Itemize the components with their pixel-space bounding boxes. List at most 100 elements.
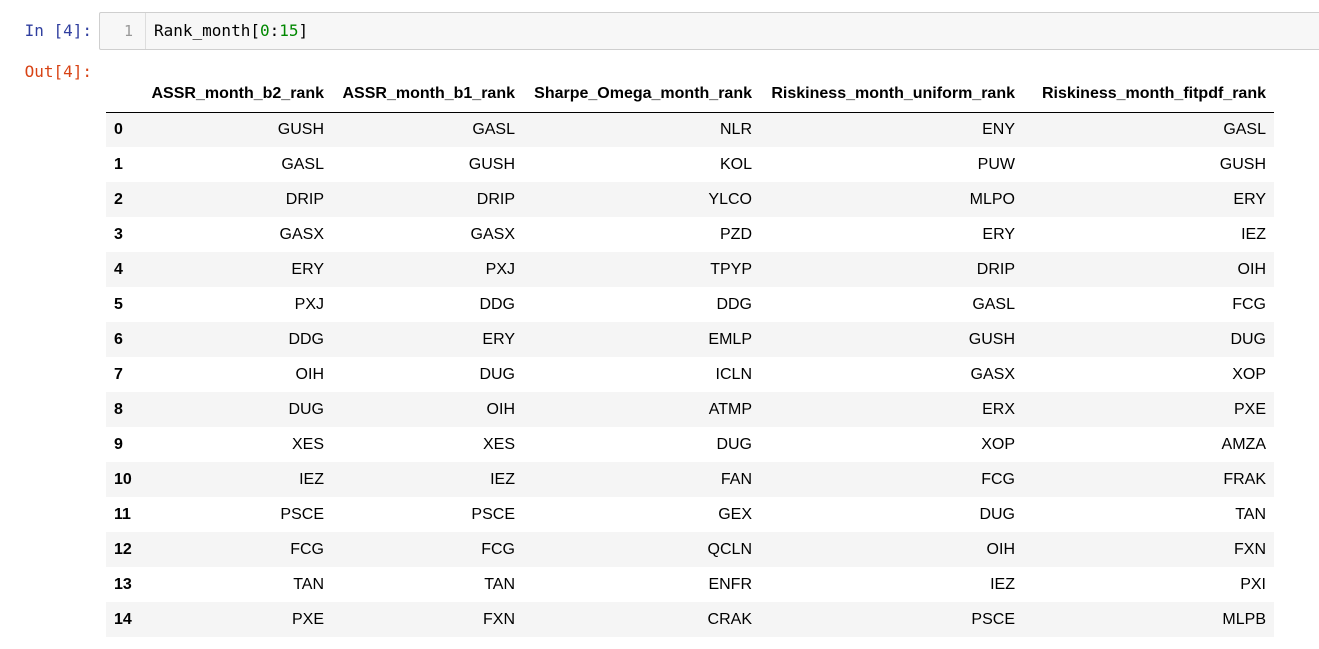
row-index: 1	[114, 155, 123, 173]
table-row: 14 PXE FXN CRAK PSCE MLPB	[106, 602, 1274, 637]
table-row: 12 FCG FCG QCLN OIH FXN	[106, 532, 1274, 567]
row-index: 3	[114, 225, 123, 243]
table-cell: FCG	[1232, 295, 1266, 313]
table-body: 0 GUSH GASL NLR ENY GASL 1 GASL GUSH KOL PUW GUSH 2 D…	[106, 112, 1274, 637]
row-index: 13	[114, 575, 132, 593]
code-number-start: 0	[259, 21, 270, 40]
table-cell: PXI	[1240, 575, 1266, 593]
table-cell: GASL	[972, 295, 1015, 313]
table-cell: TPYP	[710, 260, 752, 278]
code-suffix: ]	[298, 21, 309, 40]
table-cell: XES	[482, 435, 515, 453]
table-row: 8 DUG OIH ATMP ERX PXE	[106, 392, 1274, 427]
table-cell: YLCO	[708, 190, 752, 208]
table-cell: ERY	[482, 330, 515, 348]
table-row: 2 DRIP DRIP YLCO MLPO ERY	[106, 182, 1274, 217]
table-row: 11 PSCE PSCE GEX DUG TAN	[106, 497, 1274, 532]
table-cell: DRIP	[285, 190, 324, 208]
table-row: 7 OIH DUG ICLN GASX XOP	[106, 357, 1274, 392]
table-cell: FXN	[483, 610, 515, 628]
table-cell: ERY	[1233, 190, 1266, 208]
table-cell: FAN	[720, 470, 752, 488]
table-cell: TAN	[293, 575, 324, 593]
table-cell: MLPB	[1222, 610, 1266, 628]
table-cell: PZD	[720, 225, 752, 243]
row-index: 6	[114, 330, 123, 348]
row-index: 10	[114, 470, 132, 488]
index-header	[106, 76, 141, 113]
column-header: ASSR_month_b2_rank	[141, 76, 332, 113]
table-cell: XOP	[1232, 365, 1266, 383]
row-index: 4	[114, 260, 123, 278]
table-cell: OIH	[986, 540, 1015, 558]
table-cell: DRIP	[976, 260, 1015, 278]
column-header: ASSR_month_b1_rank	[332, 76, 523, 113]
table-cell: CRAK	[707, 610, 752, 628]
table-cell: TAN	[484, 575, 515, 593]
code-text[interactable]: Rank_month[0:15]	[154, 13, 308, 49]
output-prompt: Out[4]:	[24, 62, 92, 81]
table-cell: GASL	[281, 155, 324, 173]
table-cell: GUSH	[277, 120, 324, 138]
table-row: 3 GASX GASX PZD ERY IEZ	[106, 217, 1274, 252]
table-cell: ENFR	[708, 575, 752, 593]
input-prompt: In [4]:	[24, 21, 92, 40]
column-header: Riskiness_month_fitpdf_rank	[1023, 76, 1274, 113]
table-cell: PUW	[977, 155, 1015, 173]
table-header-row: ASSR_month_b2_rank ASSR_month_b1_rank Sh…	[106, 76, 1274, 113]
table-cell: XES	[291, 435, 324, 453]
table-cell: PSCE	[471, 505, 515, 523]
row-index: 5	[114, 295, 123, 313]
table-cell: DUG	[288, 400, 324, 418]
row-index: 12	[114, 540, 132, 558]
table-row: 9 XES XES DUG XOP AMZA	[106, 427, 1274, 462]
table-cell: OIH	[1237, 260, 1266, 278]
table-cell: XOP	[981, 435, 1015, 453]
table-cell: DDG	[479, 295, 515, 313]
table-cell: FCG	[981, 470, 1015, 488]
table-cell: FCG	[481, 540, 515, 558]
row-index: 8	[114, 400, 123, 418]
row-index: 7	[114, 365, 123, 383]
row-index: 2	[114, 190, 123, 208]
table-cell: ERY	[291, 260, 324, 278]
row-index: 14	[114, 610, 132, 628]
table-cell: GUSH	[468, 155, 515, 173]
code-colon: :	[269, 21, 280, 40]
code-cell[interactable]: 1 Rank_month[0:15]	[99, 12, 1319, 50]
table-cell: MLPO	[969, 190, 1015, 208]
table-cell: ICLN	[715, 365, 752, 383]
table-cell: ENY	[982, 120, 1015, 138]
table-cell: TAN	[1235, 505, 1266, 523]
table-cell: ERY	[982, 225, 1015, 243]
table-cell: FCG	[290, 540, 324, 558]
table-row: 10 IEZ IEZ FAN FCG FRAK	[106, 462, 1274, 497]
code-prefix: Rank_month[	[154, 21, 260, 40]
table-row: 6 DDG ERY EMLP GUSH DUG	[106, 322, 1274, 357]
table-row: 4 ERY PXJ TPYP DRIP OIH	[106, 252, 1274, 287]
table-cell: EMLP	[708, 330, 752, 348]
dataframe-table: ASSR_month_b2_rank ASSR_month_b1_rank Sh…	[106, 76, 1274, 637]
table-cell: IEZ	[299, 470, 324, 488]
table-cell: IEZ	[990, 575, 1015, 593]
row-index: 0	[114, 120, 123, 138]
table-cell: KOL	[719, 155, 752, 173]
table-cell: PSCE	[280, 505, 324, 523]
column-header: Riskiness_month_uniform_rank	[760, 76, 1023, 113]
table-cell: DUG	[1230, 330, 1266, 348]
table-cell: PXJ	[294, 295, 324, 313]
table-cell: DUG	[979, 505, 1015, 523]
table-cell: NLR	[719, 120, 752, 138]
table-cell: GUSH	[968, 330, 1015, 348]
table-cell: GASX	[970, 365, 1015, 383]
table-row: 0 GUSH GASL NLR ENY GASL	[106, 112, 1274, 147]
table-cell: PXJ	[485, 260, 515, 278]
table-cell: IEZ	[1241, 225, 1266, 243]
table-cell: PSCE	[971, 610, 1015, 628]
table-cell: PXE	[291, 610, 324, 628]
table-row: 13 TAN TAN ENFR IEZ PXI	[106, 567, 1274, 602]
table-cell: AMZA	[1221, 435, 1266, 453]
table-cell: ATMP	[708, 400, 752, 418]
table-cell: GASX	[470, 225, 515, 243]
table-cell: ERX	[982, 400, 1015, 418]
